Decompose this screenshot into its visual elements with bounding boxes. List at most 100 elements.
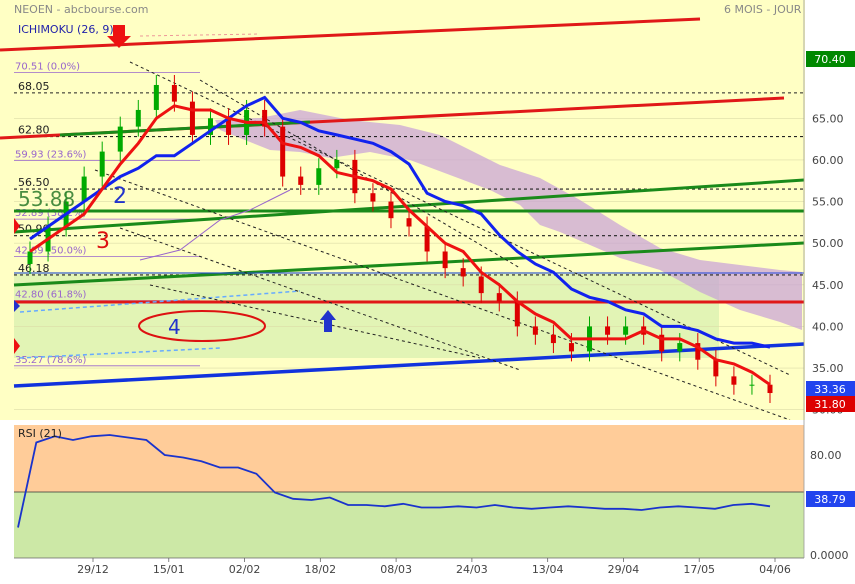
- candle-body: [298, 176, 304, 185]
- kijun-price-badge: [806, 381, 855, 397]
- right-axis-background: [805, 0, 855, 580]
- rsi-tick-label: 0.0000: [810, 549, 849, 562]
- horizontal-level-label: 56.50: [18, 176, 50, 189]
- annotation-ellipse: [138, 310, 266, 342]
- candle-body: [370, 193, 376, 202]
- candle-body: [171, 84, 177, 102]
- candle-body: [514, 301, 520, 327]
- candle-body: [532, 326, 538, 335]
- annotation-53-88: 53.88: [18, 187, 75, 211]
- fibonacci-label: 52.89 (38.2%): [15, 208, 86, 219]
- candle-body: [153, 84, 159, 110]
- annotation-2: 2: [113, 184, 127, 209]
- candle-body: [280, 126, 286, 177]
- candle-body: [442, 251, 448, 269]
- blue-trendline: [13, 342, 805, 388]
- candle-body: [695, 343, 701, 360]
- price-tick-label: 60.00: [812, 154, 844, 167]
- candle-body: [334, 159, 340, 169]
- last-price-badge: [806, 51, 855, 67]
- tenkan-line: [29, 104, 771, 386]
- price-tick-label: 40.00: [812, 320, 844, 333]
- x-tick-label: 29/12: [77, 563, 109, 576]
- price-tick-label: 55.00: [812, 196, 844, 209]
- rsi-layer: [17, 434, 771, 528]
- rsi-line: [17, 434, 771, 528]
- price-tick-label: 35.00: [812, 362, 844, 375]
- candle-body: [207, 118, 213, 135]
- kijun-price-label: 33.36: [814, 383, 846, 396]
- candle-body: [677, 343, 683, 352]
- candle-body: [623, 326, 629, 335]
- candle-body: [424, 226, 430, 252]
- chikou-line: [139, 189, 291, 261]
- last-price-label: 70.40: [814, 53, 846, 66]
- rsi-upper-zone: [14, 425, 804, 492]
- chart-title: NEOEN - abcbourse.com: [14, 3, 148, 16]
- indicator-label: ICHIMOKU (26, 9): [18, 23, 114, 36]
- candle-body: [262, 109, 268, 127]
- x-tick-label: 13/04: [532, 563, 564, 576]
- left-blue-marker-icon: [14, 300, 20, 312]
- rsi-tick-label: 80.00: [810, 449, 842, 462]
- candle-body: [388, 201, 394, 219]
- dotted-blue-line: [19, 347, 221, 359]
- candle-body: [81, 176, 87, 202]
- annotation-3: 3: [96, 229, 110, 254]
- candle-body: [659, 334, 665, 352]
- period-label: 6 MOIS - JOUR: [724, 3, 802, 16]
- annotation-4: 4: [168, 315, 181, 339]
- up-arrow-icon: [320, 310, 336, 332]
- kijun-line: [29, 95, 771, 349]
- candle-body: [406, 218, 412, 227]
- horizontal-level-label: 62.80: [18, 124, 50, 137]
- candle-body: [99, 151, 105, 177]
- fibonacci-label: 59.93 (23.6%): [15, 149, 86, 160]
- candle-body: [767, 384, 773, 394]
- candle-body: [27, 251, 33, 264]
- tenkan-price-label: 31.80: [814, 398, 846, 411]
- dotted-blue-line: [19, 290, 301, 313]
- left-red-marker-2-icon: [14, 338, 20, 354]
- candle-body: [460, 268, 466, 277]
- x-tick-label: 08/03: [380, 563, 412, 576]
- candle-body: [478, 276, 484, 294]
- x-tick-label: 17/05: [683, 563, 715, 576]
- candle-body: [605, 326, 611, 335]
- green-trendline-upper: [13, 178, 805, 234]
- candle-body: [568, 343, 574, 352]
- candle-body: [135, 109, 141, 127]
- rsi-last-label: 38.79: [814, 493, 846, 506]
- green-trendline-lower: [13, 241, 805, 287]
- fibonacci-label: 70.51 (0.0%): [15, 61, 80, 72]
- x-tick-label: 15/01: [153, 563, 185, 576]
- fibonacci-label: 42.80 (61.8%): [15, 290, 86, 301]
- candle-body: [117, 126, 123, 152]
- dashed-trend-line: [149, 284, 481, 359]
- candle-body: [189, 101, 195, 135]
- dotted-red-line: [139, 33, 261, 37]
- rsi-lower-zone: [14, 492, 804, 558]
- horizontal-level-label: 46.18: [18, 262, 50, 275]
- candle-body: [316, 168, 322, 185]
- tenkan-price-badge: [806, 396, 855, 412]
- left-red-marker-icon: [14, 218, 20, 234]
- x-tick-label: 04/06: [759, 563, 791, 576]
- price-tick-label: 65.00: [812, 112, 844, 125]
- fibonacci-label: 42.89 (50.0%): [15, 245, 86, 256]
- candle-body: [749, 384, 755, 386]
- dashed-trend-line: [199, 79, 521, 269]
- price-tick-label: 50.00: [812, 237, 844, 250]
- dashed-trend-line: [119, 227, 521, 371]
- candle-body: [226, 118, 232, 135]
- fibonacci-label: 35.27 (78.6%): [15, 355, 86, 366]
- rsi-last-badge: [806, 491, 855, 507]
- x-tick-label: 02/02: [229, 563, 261, 576]
- horizontal-level-label: 68.05: [18, 80, 50, 93]
- green-trendline-short: [59, 120, 311, 137]
- dashed-trend-line: [129, 61, 791, 376]
- candle-body: [731, 376, 737, 385]
